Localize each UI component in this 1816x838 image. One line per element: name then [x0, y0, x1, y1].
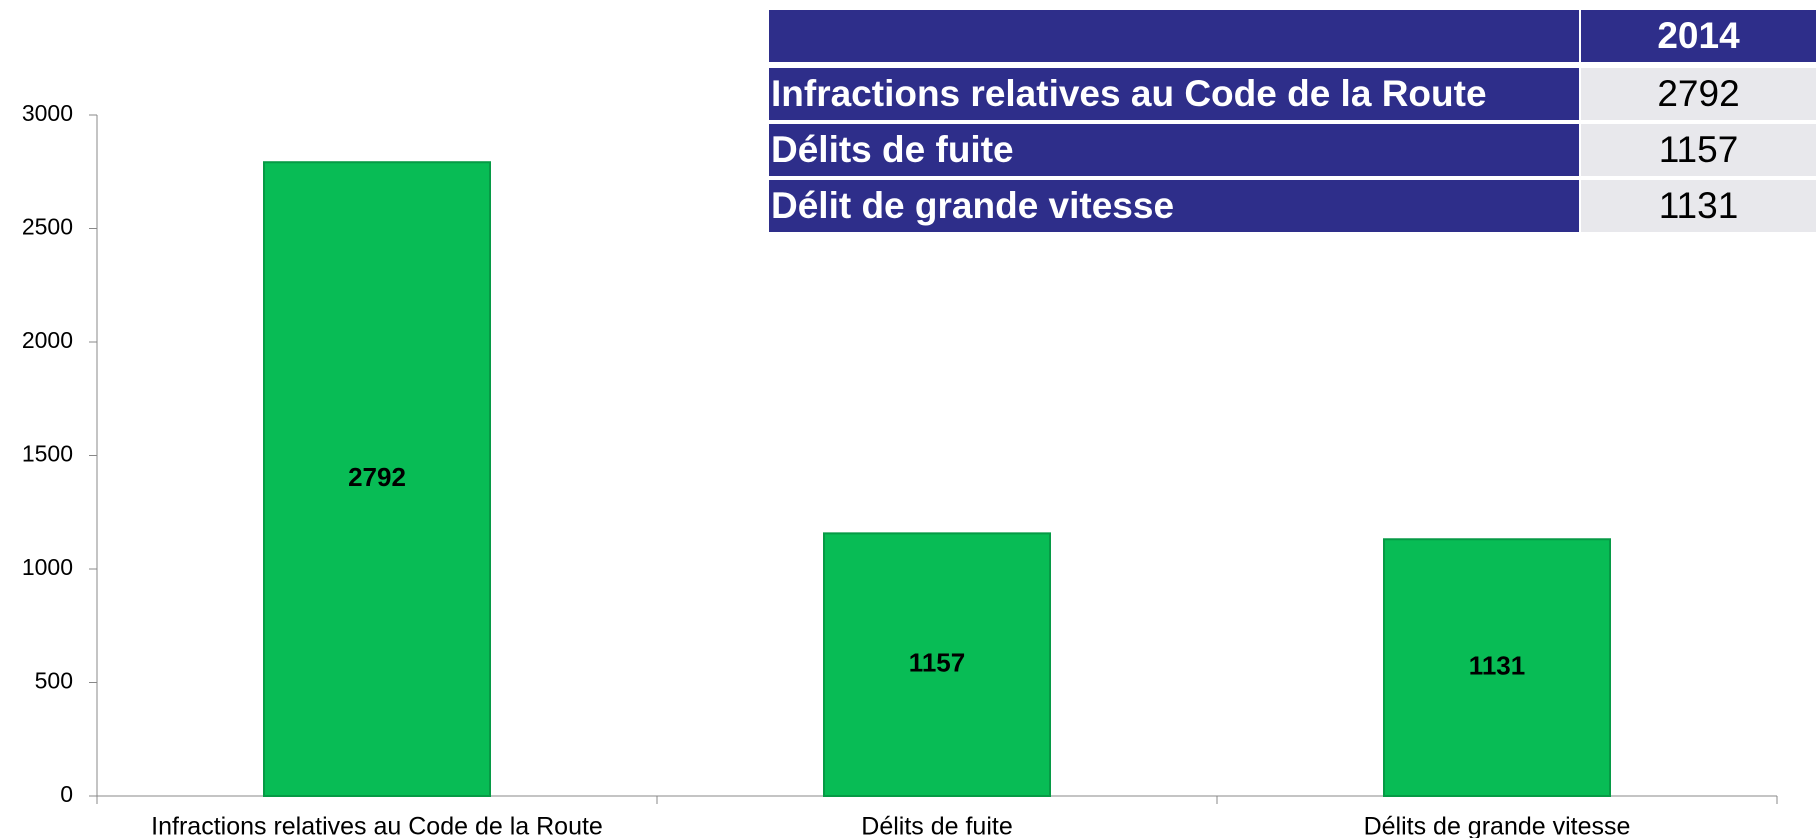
- y-tick-label: 2000: [22, 327, 73, 353]
- table-header-cell: [1581, 10, 1816, 62]
- table-value: 1131: [1659, 185, 1739, 226]
- table-row-label: Infractions relatives au Code de la Rout…: [771, 73, 1487, 114]
- table-value: 1157: [1659, 129, 1739, 170]
- table-value-cell: [1581, 124, 1816, 176]
- table-column-header: 2014: [1657, 15, 1740, 56]
- x-tick-label: Délits de grande vitesse: [1364, 813, 1631, 838]
- bar: [823, 532, 1051, 798]
- table-label-cell: [769, 124, 1579, 176]
- table-row-label: Délits de fuite: [771, 129, 1014, 170]
- y-tick-label: 1000: [22, 554, 73, 580]
- table-row-label: Délit de grande vitesse: [771, 185, 1174, 226]
- table-label-cell: [769, 68, 1579, 120]
- y-tick-label: 2500: [22, 214, 73, 240]
- y-tick-label: 500: [35, 668, 73, 694]
- y-tick-label: 1500: [22, 441, 73, 467]
- y-tick-label: 3000: [22, 100, 73, 126]
- bar: [1383, 538, 1611, 797]
- data-label: 1157: [909, 648, 965, 678]
- y-tick-label: 0: [60, 781, 73, 807]
- table-header-cell: [769, 10, 1579, 62]
- data-label: 2792: [348, 462, 406, 492]
- data-label: 1131: [1469, 651, 1525, 681]
- table-label-cell: [769, 180, 1579, 232]
- x-tick-label: Infractions relatives au Code de la Rout…: [151, 813, 603, 838]
- table-value-cell: [1581, 68, 1816, 120]
- bar: [263, 161, 491, 797]
- x-tick-label: Délits de fuite: [861, 813, 1012, 838]
- table-value: 2792: [1657, 73, 1739, 114]
- table-value-cell: [1581, 180, 1816, 232]
